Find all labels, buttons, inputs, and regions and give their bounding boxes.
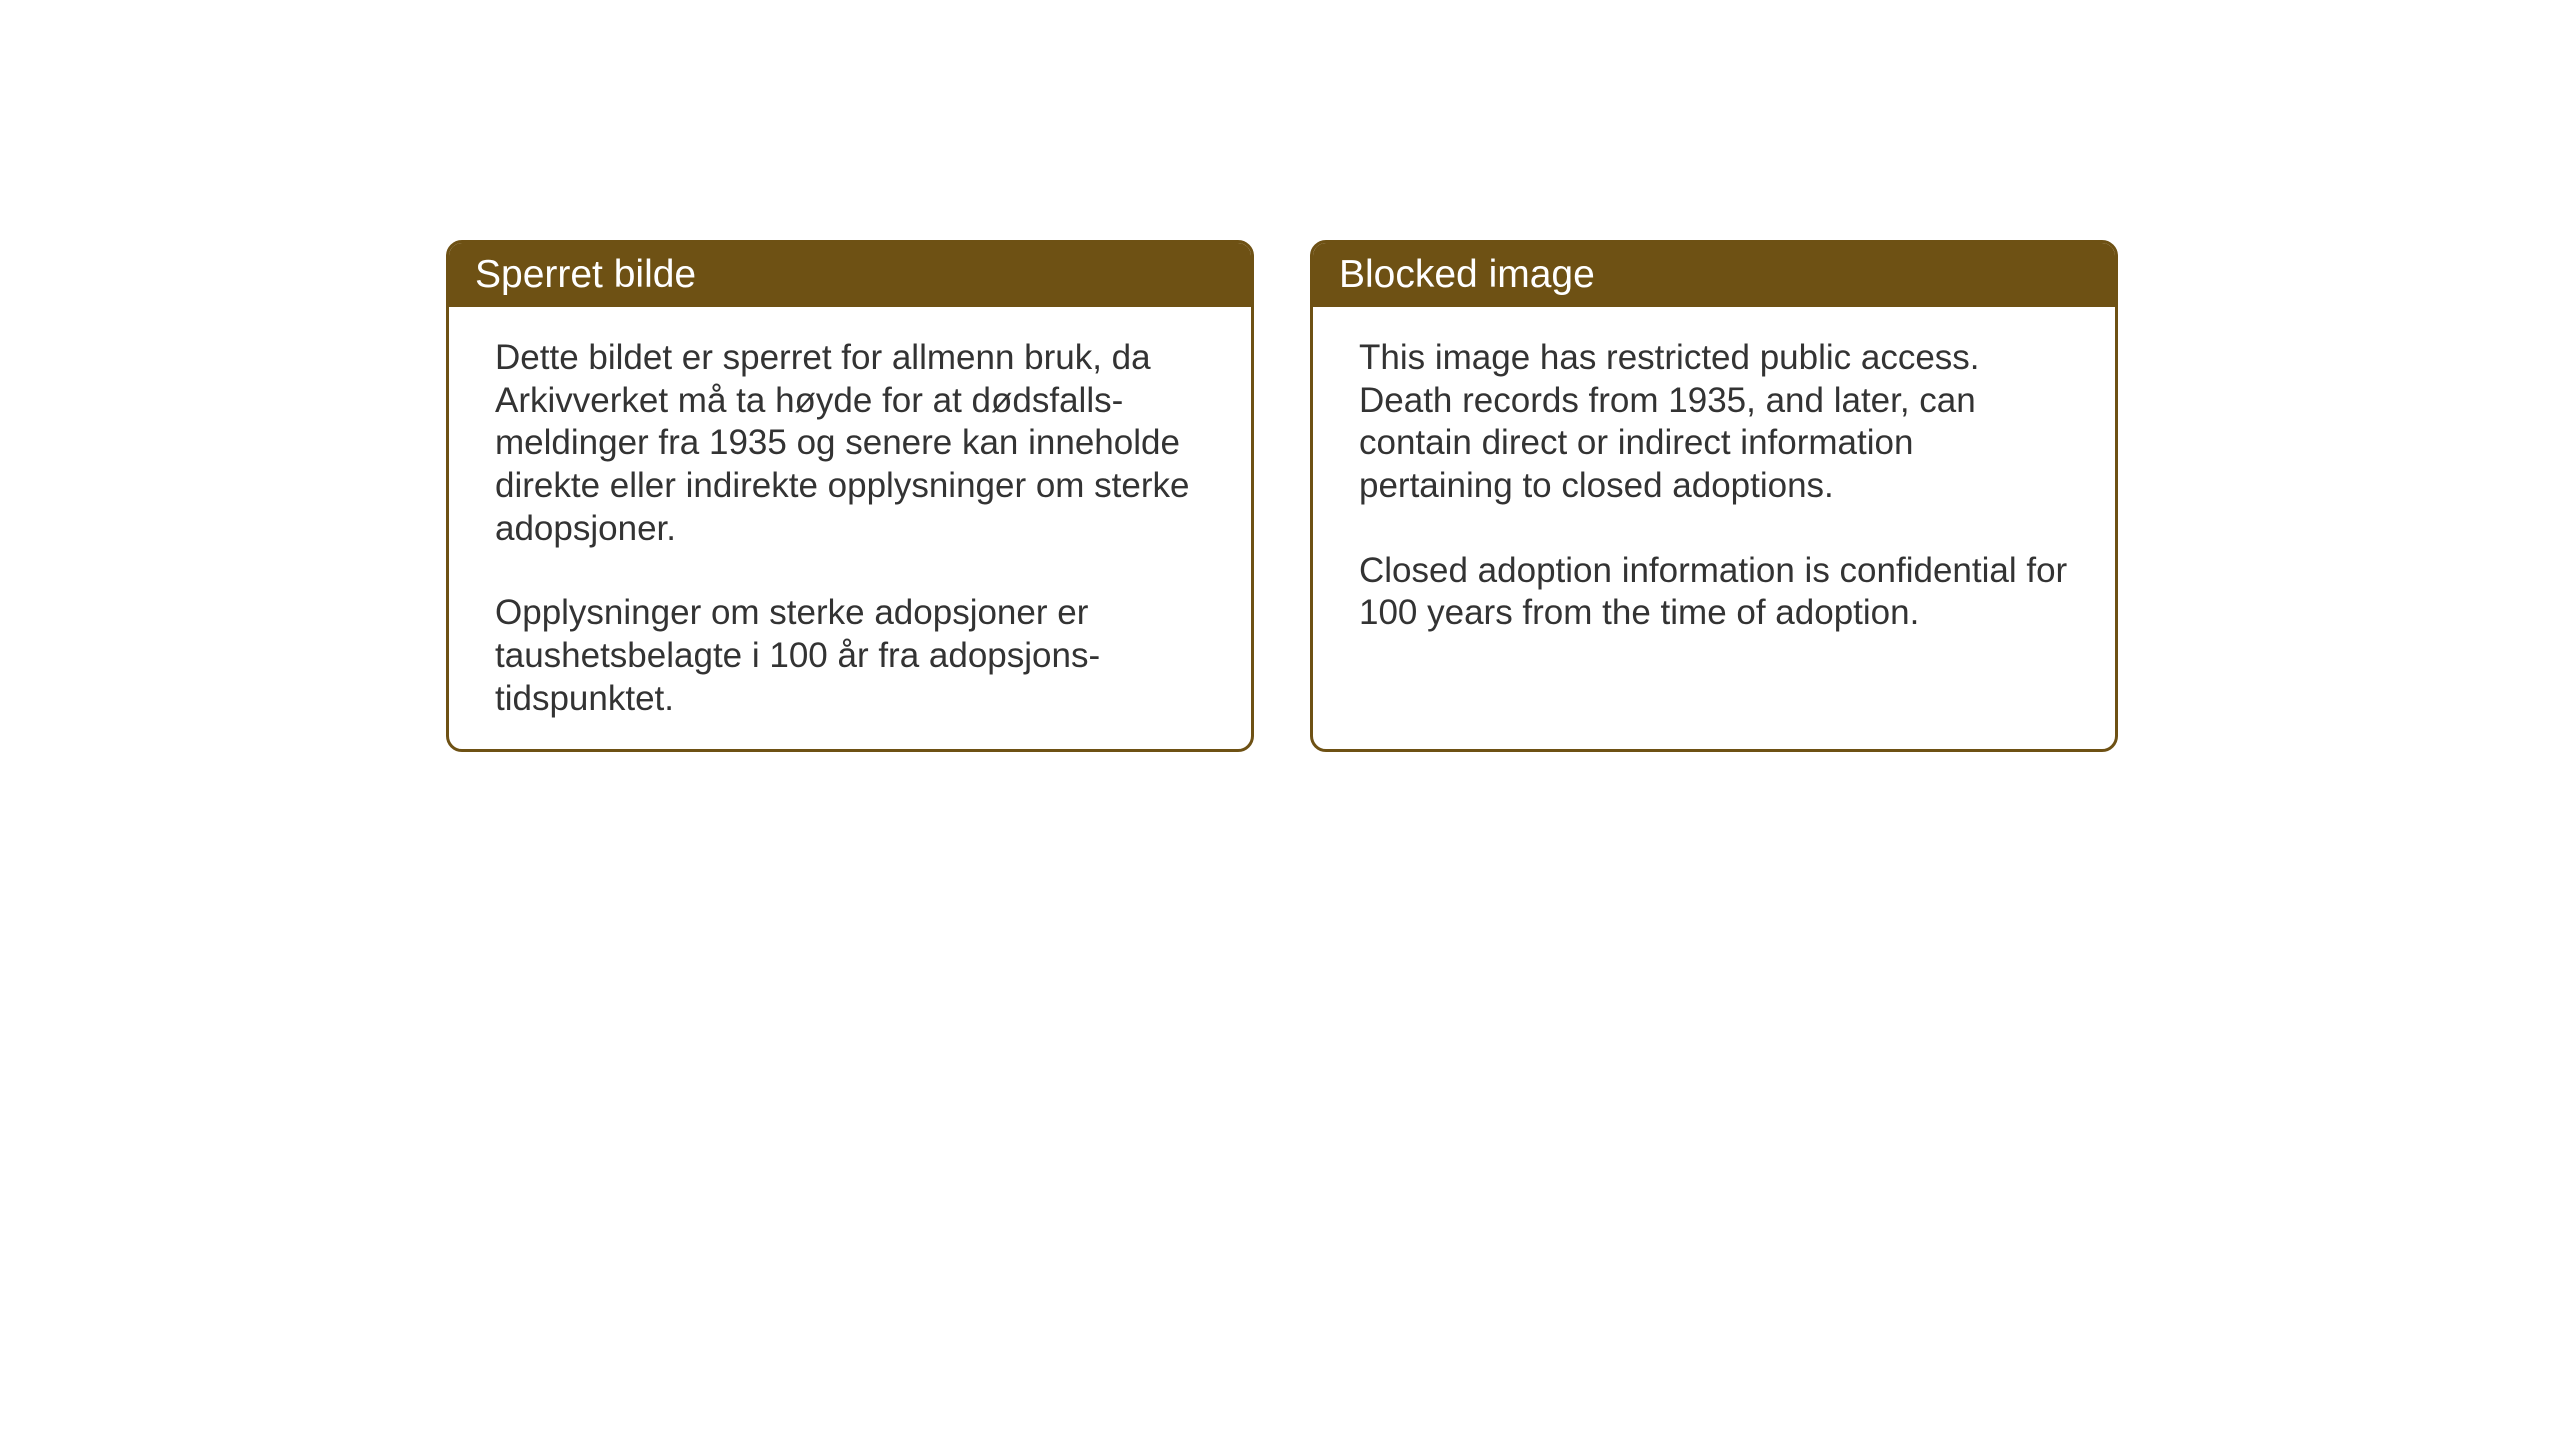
notice-header-norwegian: Sperret bilde	[449, 243, 1251, 307]
notice-paragraph-1-english: This image has restricted public access.…	[1359, 337, 2069, 508]
notice-paragraph-1-norwegian: Dette bildet er sperret for allmenn bruk…	[495, 337, 1205, 550]
notice-body-norwegian: Dette bildet er sperret for allmenn bruk…	[449, 307, 1251, 751]
notice-header-english: Blocked image	[1313, 243, 2115, 307]
notice-title-english: Blocked image	[1339, 253, 1595, 296]
notice-container: Sperret bilde Dette bildet er sperret fo…	[446, 240, 2118, 752]
notice-title-norwegian: Sperret bilde	[475, 253, 696, 296]
notice-paragraph-2-english: Closed adoption information is confident…	[1359, 550, 2069, 635]
notice-body-english: This image has restricted public access.…	[1313, 307, 2115, 665]
notice-card-english: Blocked image This image has restricted …	[1310, 240, 2118, 752]
notice-paragraph-2-norwegian: Opplysninger om sterke adopsjoner er tau…	[495, 592, 1205, 720]
notice-card-norwegian: Sperret bilde Dette bildet er sperret fo…	[446, 240, 1254, 752]
